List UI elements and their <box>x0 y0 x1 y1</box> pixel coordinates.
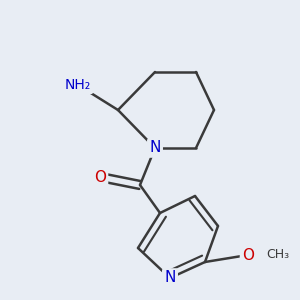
Text: O: O <box>242 248 254 262</box>
Text: NH₂: NH₂ <box>65 78 91 92</box>
Text: N: N <box>164 271 176 286</box>
Text: O: O <box>94 169 106 184</box>
Text: CH₃: CH₃ <box>266 248 289 262</box>
Text: N: N <box>149 140 161 155</box>
